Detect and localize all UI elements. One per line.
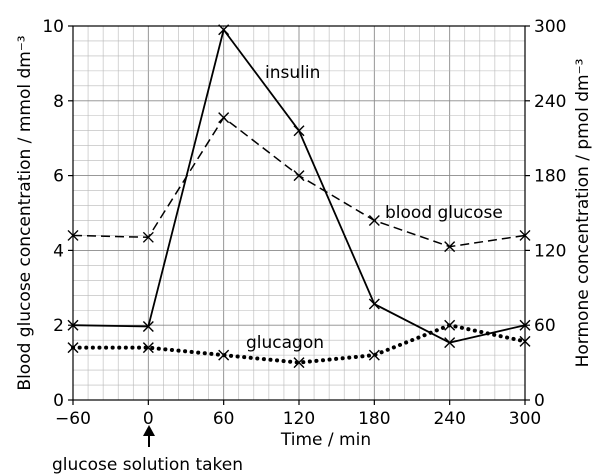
y2-axis-label: Hormone concentration / pmol dm⁻³ xyxy=(573,59,593,368)
annotation-label: glucose solution taken xyxy=(52,455,243,475)
x-tick-label: 120 xyxy=(283,409,315,429)
y2-tick-label: 0 xyxy=(534,391,545,411)
data-point-glucagon xyxy=(218,349,230,361)
x-tick-label: 60 xyxy=(213,409,235,429)
data-point-glucagon xyxy=(293,357,305,369)
x-axis-label: Time / min xyxy=(280,430,371,450)
data-point-blood-glucose xyxy=(444,241,456,253)
y-tick-label: 4 xyxy=(53,241,64,261)
y2-tick-label: 60 xyxy=(534,316,556,336)
x-tick-label: 300 xyxy=(509,409,541,429)
y-axis-label: Blood glucose concentration / mmol dm⁻³ xyxy=(15,35,35,390)
data-point-glucagon xyxy=(142,342,154,354)
data-point-blood-glucose xyxy=(293,170,305,182)
y-tick-label: 2 xyxy=(53,316,64,336)
data-point-glucagon xyxy=(519,335,531,347)
data-point-insulin xyxy=(142,320,154,332)
x-tick-labels: −60 0 60 120 180 240 300 xyxy=(55,400,541,429)
data-point-insulin xyxy=(444,337,456,349)
data-point-insulin xyxy=(368,298,380,310)
data-point-glucagon xyxy=(67,342,79,354)
y2-tick-label: 120 xyxy=(534,241,566,261)
y-tick-label: 10 xyxy=(42,17,64,37)
data-point-blood-glucose xyxy=(142,231,154,243)
data-point-blood-glucose xyxy=(218,112,230,124)
y-tick-label: 8 xyxy=(53,92,64,112)
data-point-glucagon xyxy=(368,349,380,361)
y-tick-label: 0 xyxy=(53,391,64,411)
data-point-insulin xyxy=(67,319,79,331)
data-point-glucagon xyxy=(444,319,456,331)
y2-tick-labels: 0 60 120 180 240 300 xyxy=(525,17,566,411)
series-label-insulin: insulin xyxy=(265,63,320,83)
data-point-blood-glucose xyxy=(368,214,380,226)
series-label-blood-glucose: blood glucose xyxy=(385,203,503,223)
data-point-blood-glucose xyxy=(519,229,531,241)
y2-tick-label: 240 xyxy=(534,92,566,112)
data-point-insulin xyxy=(293,125,305,137)
annotation-arrow xyxy=(143,425,155,447)
y2-tick-label: 180 xyxy=(534,167,566,187)
data-point-blood-glucose xyxy=(67,229,79,241)
y-tick-label: 6 xyxy=(53,167,64,187)
x-tick-label: −60 xyxy=(55,409,91,429)
grid xyxy=(72,25,526,401)
x-tick-label: 240 xyxy=(433,409,465,429)
series-label-glucagon: glucagon xyxy=(246,333,324,353)
data-point-insulin xyxy=(218,24,230,36)
y2-tick-label: 300 xyxy=(534,17,566,37)
y-tick-labels: 0 2 4 6 8 10 xyxy=(42,17,73,411)
x-tick-label: 180 xyxy=(358,409,390,429)
series-group xyxy=(67,24,531,369)
x-tick-label: 0 xyxy=(143,409,154,429)
data-point-insulin xyxy=(519,319,531,331)
